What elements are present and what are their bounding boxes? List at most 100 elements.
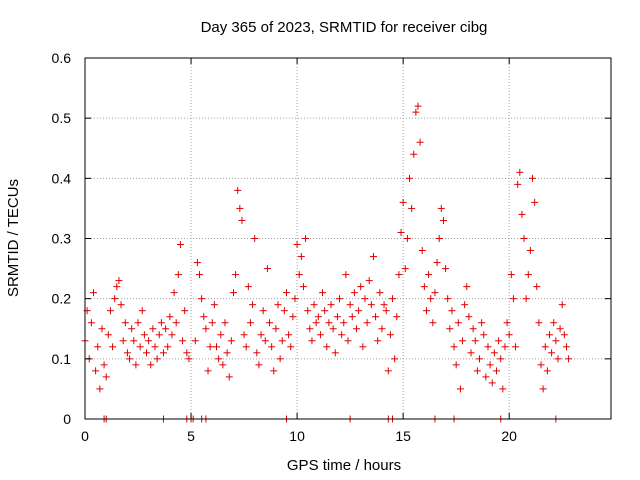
data-point	[308, 337, 315, 344]
grid-layer	[85, 58, 611, 419]
data-point	[122, 319, 129, 326]
y-tick-label: 0.6	[52, 50, 72, 66]
data-point	[332, 349, 339, 356]
data-point	[431, 289, 438, 296]
points-layer	[82, 103, 573, 423]
data-point	[306, 325, 313, 332]
data-point	[302, 235, 309, 242]
data-point	[345, 337, 352, 344]
x-tick-label: 0	[81, 428, 89, 444]
data-point	[177, 241, 184, 248]
data-point	[565, 355, 572, 362]
data-point	[542, 343, 549, 350]
data-point	[158, 319, 165, 326]
data-point	[262, 337, 269, 344]
data-point	[249, 301, 256, 308]
data-point	[410, 151, 417, 158]
data-point	[162, 325, 169, 332]
data-point	[557, 325, 564, 332]
data-point	[217, 331, 224, 338]
data-point	[554, 355, 561, 362]
data-point	[325, 319, 332, 326]
data-point	[465, 313, 472, 320]
data-point	[342, 271, 349, 278]
data-point	[387, 331, 394, 338]
data-point	[404, 235, 411, 242]
data-point	[281, 307, 288, 314]
x-tick-label: 15	[395, 428, 411, 444]
chart: 0 5 10 15 2000.10.20.30.40.50.6 Day 365 of 2…	[0, 0, 640, 480]
data-point	[228, 337, 235, 344]
data-point	[381, 301, 388, 308]
data-point	[512, 343, 519, 350]
data-point	[501, 343, 508, 350]
data-point	[234, 187, 241, 194]
data-point	[90, 289, 97, 296]
data-point	[226, 373, 233, 380]
y-tick-label: 0.5	[52, 110, 72, 126]
data-point	[535, 319, 542, 326]
data-point	[499, 385, 506, 392]
data-point	[412, 109, 419, 116]
data-point	[130, 337, 137, 344]
data-point	[455, 319, 462, 326]
data-point	[126, 355, 133, 362]
data-point	[236, 205, 243, 212]
data-point	[243, 343, 250, 350]
data-point	[145, 337, 152, 344]
data-point	[264, 265, 271, 272]
data-point	[336, 295, 343, 302]
data-point	[417, 139, 424, 146]
data-point	[255, 361, 262, 368]
data-point	[470, 325, 477, 332]
data-point	[181, 307, 188, 314]
data-point	[118, 301, 125, 308]
data-point	[489, 379, 496, 386]
data-point	[425, 271, 432, 278]
data-point	[434, 259, 441, 266]
data-point	[538, 361, 545, 368]
data-point	[544, 367, 551, 374]
y-tick-label: 0	[63, 411, 71, 427]
data-point	[113, 283, 120, 290]
data-point	[364, 319, 371, 326]
data-point	[484, 343, 491, 350]
data-point	[548, 349, 555, 356]
y-axis-label: SRMTID / TECUs	[5, 179, 22, 297]
data-point	[408, 205, 415, 212]
data-point	[463, 283, 470, 290]
data-point	[245, 283, 252, 290]
data-point	[266, 319, 273, 326]
data-point	[330, 325, 337, 332]
data-point	[436, 235, 443, 242]
data-point	[317, 331, 324, 338]
data-point	[444, 295, 451, 302]
data-point	[287, 343, 294, 350]
data-point	[474, 367, 481, 374]
data-point	[491, 349, 498, 356]
data-point	[103, 373, 110, 380]
data-point	[366, 277, 373, 284]
data-point	[353, 325, 360, 332]
data-point	[323, 343, 330, 350]
data-point	[272, 325, 279, 332]
data-point	[533, 283, 540, 290]
y-tick-label: 0.3	[52, 231, 72, 247]
data-point	[260, 307, 267, 314]
data-point	[376, 289, 383, 296]
data-point	[270, 367, 277, 374]
data-point	[347, 301, 354, 308]
data-point	[183, 349, 190, 356]
data-point	[476, 355, 483, 362]
data-point	[173, 319, 180, 326]
data-point	[101, 361, 108, 368]
data-point	[111, 295, 118, 302]
data-point	[247, 319, 254, 326]
data-point	[374, 337, 381, 344]
data-point	[527, 247, 534, 254]
data-point	[361, 295, 368, 302]
data-point	[151, 343, 158, 350]
data-point	[395, 271, 402, 278]
data-point	[179, 337, 186, 344]
data-point	[128, 325, 135, 332]
